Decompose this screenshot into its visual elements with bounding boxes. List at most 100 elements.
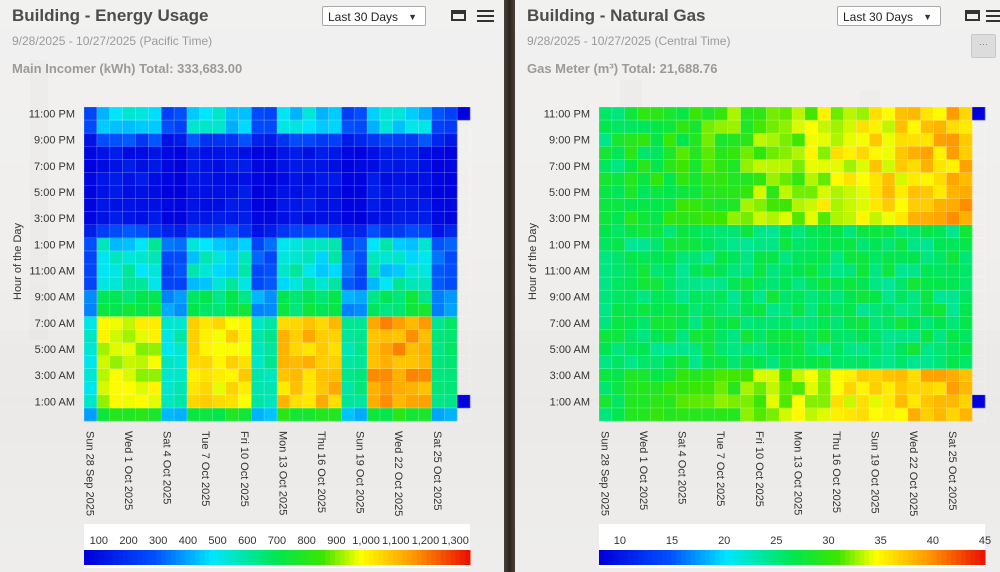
y-tick-label: 9:00 AM — [35, 292, 75, 304]
heatmap-cell — [315, 381, 329, 396]
heatmap-cell — [199, 107, 213, 121]
hamburger-menu-icon[interactable] — [986, 10, 1000, 22]
ellipsis-icon[interactable]: ··· — [971, 34, 996, 58]
y-tick-label: 7:00 PM — [34, 161, 75, 173]
heatmap-cell — [109, 355, 123, 369]
heatmap-cell — [779, 368, 793, 383]
heatmap-cell — [882, 250, 896, 265]
heatmap-cell — [405, 198, 419, 212]
heatmap-cell — [367, 368, 381, 383]
heatmap-cell — [122, 250, 136, 265]
heatmap-cell — [946, 277, 960, 291]
heatmap-cell — [856, 329, 870, 343]
heatmap-cell — [894, 107, 909, 121]
heatmap-cell — [367, 159, 381, 173]
heatmap-cell — [186, 198, 201, 212]
colorbar-segment — [806, 550, 812, 565]
heatmap-cell — [637, 172, 651, 186]
heatmap-cell — [894, 133, 909, 147]
heatmap-cell — [701, 394, 716, 409]
heatmap-cell — [238, 146, 252, 160]
heatmap-cell — [405, 264, 419, 278]
heatmap-cell — [289, 355, 304, 369]
heatmap-cell — [920, 381, 934, 396]
heatmap-cell — [611, 316, 626, 330]
heatmap-cell — [315, 133, 329, 147]
heatmap-cell — [650, 146, 664, 160]
heatmap-cell — [882, 303, 896, 317]
colorbar-segment — [315, 550, 321, 565]
colorbar-segment — [117, 550, 124, 565]
heatmap-cell — [817, 146, 831, 160]
heatmap-cell — [959, 316, 973, 330]
heatmap-cell — [779, 316, 793, 330]
heatmap-cell — [199, 133, 213, 147]
heatmap-cell — [444, 277, 458, 291]
heatmap-cell — [869, 237, 883, 252]
heatmap-cell — [212, 250, 226, 265]
heatmap-cell — [109, 198, 123, 212]
heatmap-cell — [676, 120, 690, 134]
heatmap-cell — [277, 159, 291, 173]
heatmap-cell — [354, 250, 368, 265]
heatmap-cell — [959, 224, 973, 239]
heatmap-cell — [354, 264, 368, 278]
heatmap-cell — [779, 381, 793, 396]
heatmap-cell — [624, 329, 638, 343]
heatmap-cell — [714, 211, 728, 226]
heatmap-cell — [444, 146, 458, 160]
heatmap-cell — [341, 185, 355, 199]
heatmap-cell — [753, 381, 767, 396]
energy-usage-panel: Building - Energy Usage Last 30 Days ▼ 9… — [12, 6, 494, 568]
heatmap-cell — [379, 264, 394, 278]
heatmap-cell — [341, 250, 355, 265]
heatmap-cell — [225, 303, 239, 317]
heatmap-cell — [405, 224, 419, 239]
heatmap-cell — [148, 290, 162, 304]
window-icon[interactable] — [965, 10, 980, 21]
heatmap-cell — [907, 133, 921, 147]
heatmap-cell — [817, 342, 831, 356]
heatmap-cell — [843, 237, 857, 252]
heatmap-cell — [624, 316, 638, 330]
heatmap-cell — [959, 394, 973, 409]
heatmap-cell — [418, 250, 432, 265]
heatmap-cell — [933, 303, 947, 317]
heatmap-cell — [624, 224, 638, 239]
heatmap-cell — [894, 250, 909, 265]
x-tick-label: Tue 7 Oct 2025 — [714, 431, 726, 506]
heatmap-cell — [431, 224, 445, 239]
heatmap-cell — [650, 381, 664, 396]
heatmap-cell — [84, 224, 98, 239]
heatmap-cell — [727, 277, 741, 291]
heatmap-cell — [431, 264, 445, 278]
heatmap-cell — [302, 250, 316, 265]
hamburger-menu-icon[interactable] — [477, 10, 494, 22]
heatmap-cell — [251, 250, 265, 265]
heatmap-cell — [405, 342, 419, 356]
heatmap-cell — [341, 381, 355, 396]
heatmap-cell — [804, 198, 819, 212]
colorbar-segment — [397, 550, 403, 565]
heatmap-cell — [869, 342, 883, 356]
colorbar-segment — [465, 550, 471, 565]
heatmap-cell — [766, 211, 780, 226]
colorbar-segment — [922, 550, 928, 565]
heatmap-cell — [135, 368, 149, 383]
colorbar-segment — [980, 550, 986, 565]
heatmap-cell — [714, 250, 728, 265]
heatmap-cell — [444, 237, 458, 252]
meter-total: Main Incomer (kWh) Total: 333,683.00 — [12, 61, 243, 76]
heatmap-cell — [277, 198, 291, 212]
heatmap-cell — [753, 407, 767, 422]
heatmap-cell — [894, 381, 909, 396]
window-icon[interactable] — [451, 10, 466, 21]
heatmap-cell — [650, 277, 664, 291]
colorbar-segment — [344, 550, 350, 565]
heatmap-cell — [907, 159, 921, 173]
heatmap-cell — [431, 250, 445, 265]
period-select[interactable]: Last 30 Days ▼ — [322, 6, 426, 26]
heatmap-cell — [96, 120, 111, 134]
period-select[interactable]: Last 30 Days ▼ — [837, 6, 941, 26]
colorbar-segment — [445, 550, 452, 565]
